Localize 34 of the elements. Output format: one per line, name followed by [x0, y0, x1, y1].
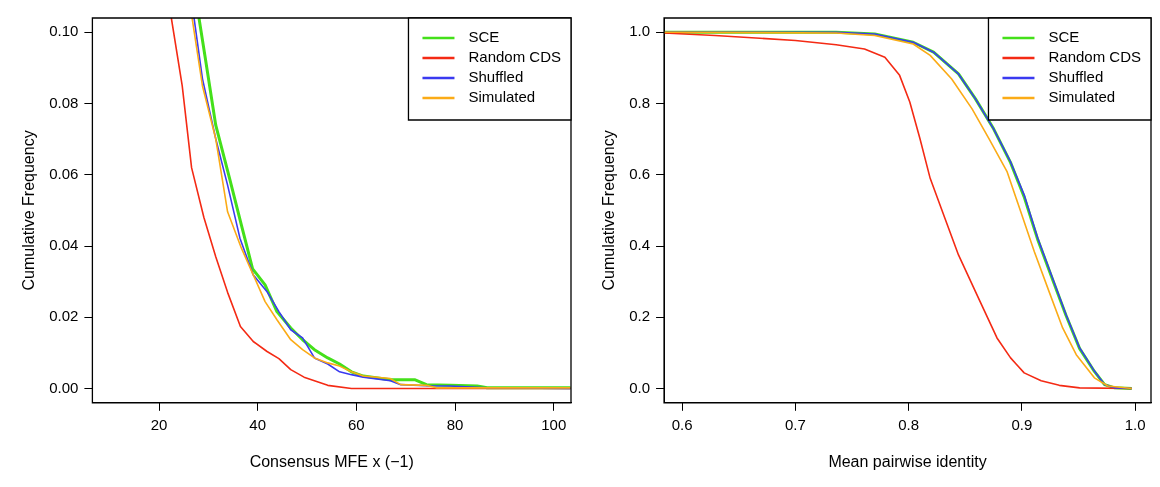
y-tick-label: 0.02	[49, 307, 79, 325]
x-tick-label: 0.7	[784, 415, 806, 433]
y-tick-label: 0.10	[49, 22, 79, 40]
x-tick-label: 20	[150, 415, 168, 433]
y-axis-title: Cumulative Frequency	[600, 130, 618, 291]
x-axis-title: Mean pairwise identity	[828, 452, 987, 470]
x-tick-label: 80	[446, 415, 464, 433]
legend-label: SCE	[1048, 28, 1080, 46]
y-tick-label: 0.4	[629, 236, 651, 254]
x-tick-label: 0.6	[671, 415, 693, 433]
x-tick-label: 40	[249, 415, 267, 433]
y-tick-label: 0.04	[49, 236, 79, 254]
y-tick-label: 0.06	[49, 164, 79, 182]
legend-label: Random CDS	[1048, 48, 1142, 66]
x-tick-label: 0.9	[1011, 415, 1033, 433]
legend-label: Random CDS	[468, 48, 562, 66]
legend-label: SCE	[468, 28, 500, 46]
y-tick-label: 0.8	[629, 93, 651, 111]
legend-label: Simulated	[1048, 88, 1116, 106]
x-tick-label: 0.8	[898, 415, 920, 433]
y-axis-title: Cumulative Frequency	[20, 130, 38, 291]
y-tick-label: 1.0	[629, 22, 651, 40]
y-tick-label: 0.6	[629, 164, 651, 182]
legend-label: Shuffled	[468, 68, 524, 86]
x-tick-label: 100	[541, 415, 567, 433]
x-tick-label: 1.0	[1124, 415, 1146, 433]
legend-label: Simulated	[468, 88, 536, 106]
y-tick-label: 0.00	[49, 378, 79, 396]
legend-label: Shuffled	[1048, 68, 1104, 86]
x-tick-label: 60	[348, 415, 365, 433]
y-tick-label: 0.0	[629, 378, 651, 396]
x-axis-title: Consensus MFE x (−1)	[249, 452, 414, 470]
y-tick-label: 0.08	[49, 93, 79, 111]
y-tick-label: 0.2	[629, 307, 651, 325]
